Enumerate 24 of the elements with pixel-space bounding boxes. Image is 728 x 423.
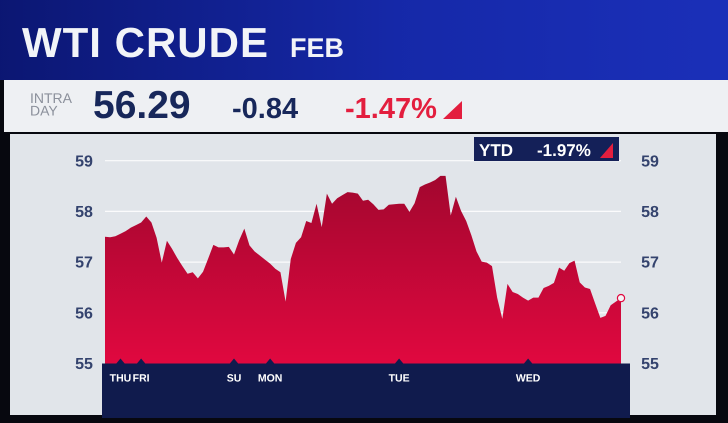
text: YTD [479,141,513,160]
y2-tick-label: 57 [641,254,659,272]
y-tick-label: 57 [75,254,93,272]
chart-title: WTI CRUDE [22,19,269,66]
y-tick-label: 58 [75,204,93,221]
text: -1.47% [345,93,438,125]
text: 56.29 [93,84,191,127]
y-tick-label: 56 [75,305,93,322]
y-tick-label: 55 [75,356,93,374]
y2-tick-label: 55 [641,356,659,374]
y2-tick-label: 58 [641,204,659,221]
x-tick-label: MON [258,372,282,384]
x-tick-label: TUE [388,372,410,384]
x-tick-label: FRI [132,372,150,384]
x-tick-label: SU [226,372,242,384]
y2-tick-label: 56 [641,305,659,322]
x-tick-label: WED [516,372,541,384]
text: -0.84 [232,93,298,125]
y2-tick-label: 59 [641,153,659,170]
text: -1.97% [537,141,591,160]
x-tick-label: THU [110,372,132,384]
chart-subtitle: FEB [290,33,344,63]
text: INTRA DAY [30,90,73,119]
y-tick-label: 59 [75,153,93,170]
